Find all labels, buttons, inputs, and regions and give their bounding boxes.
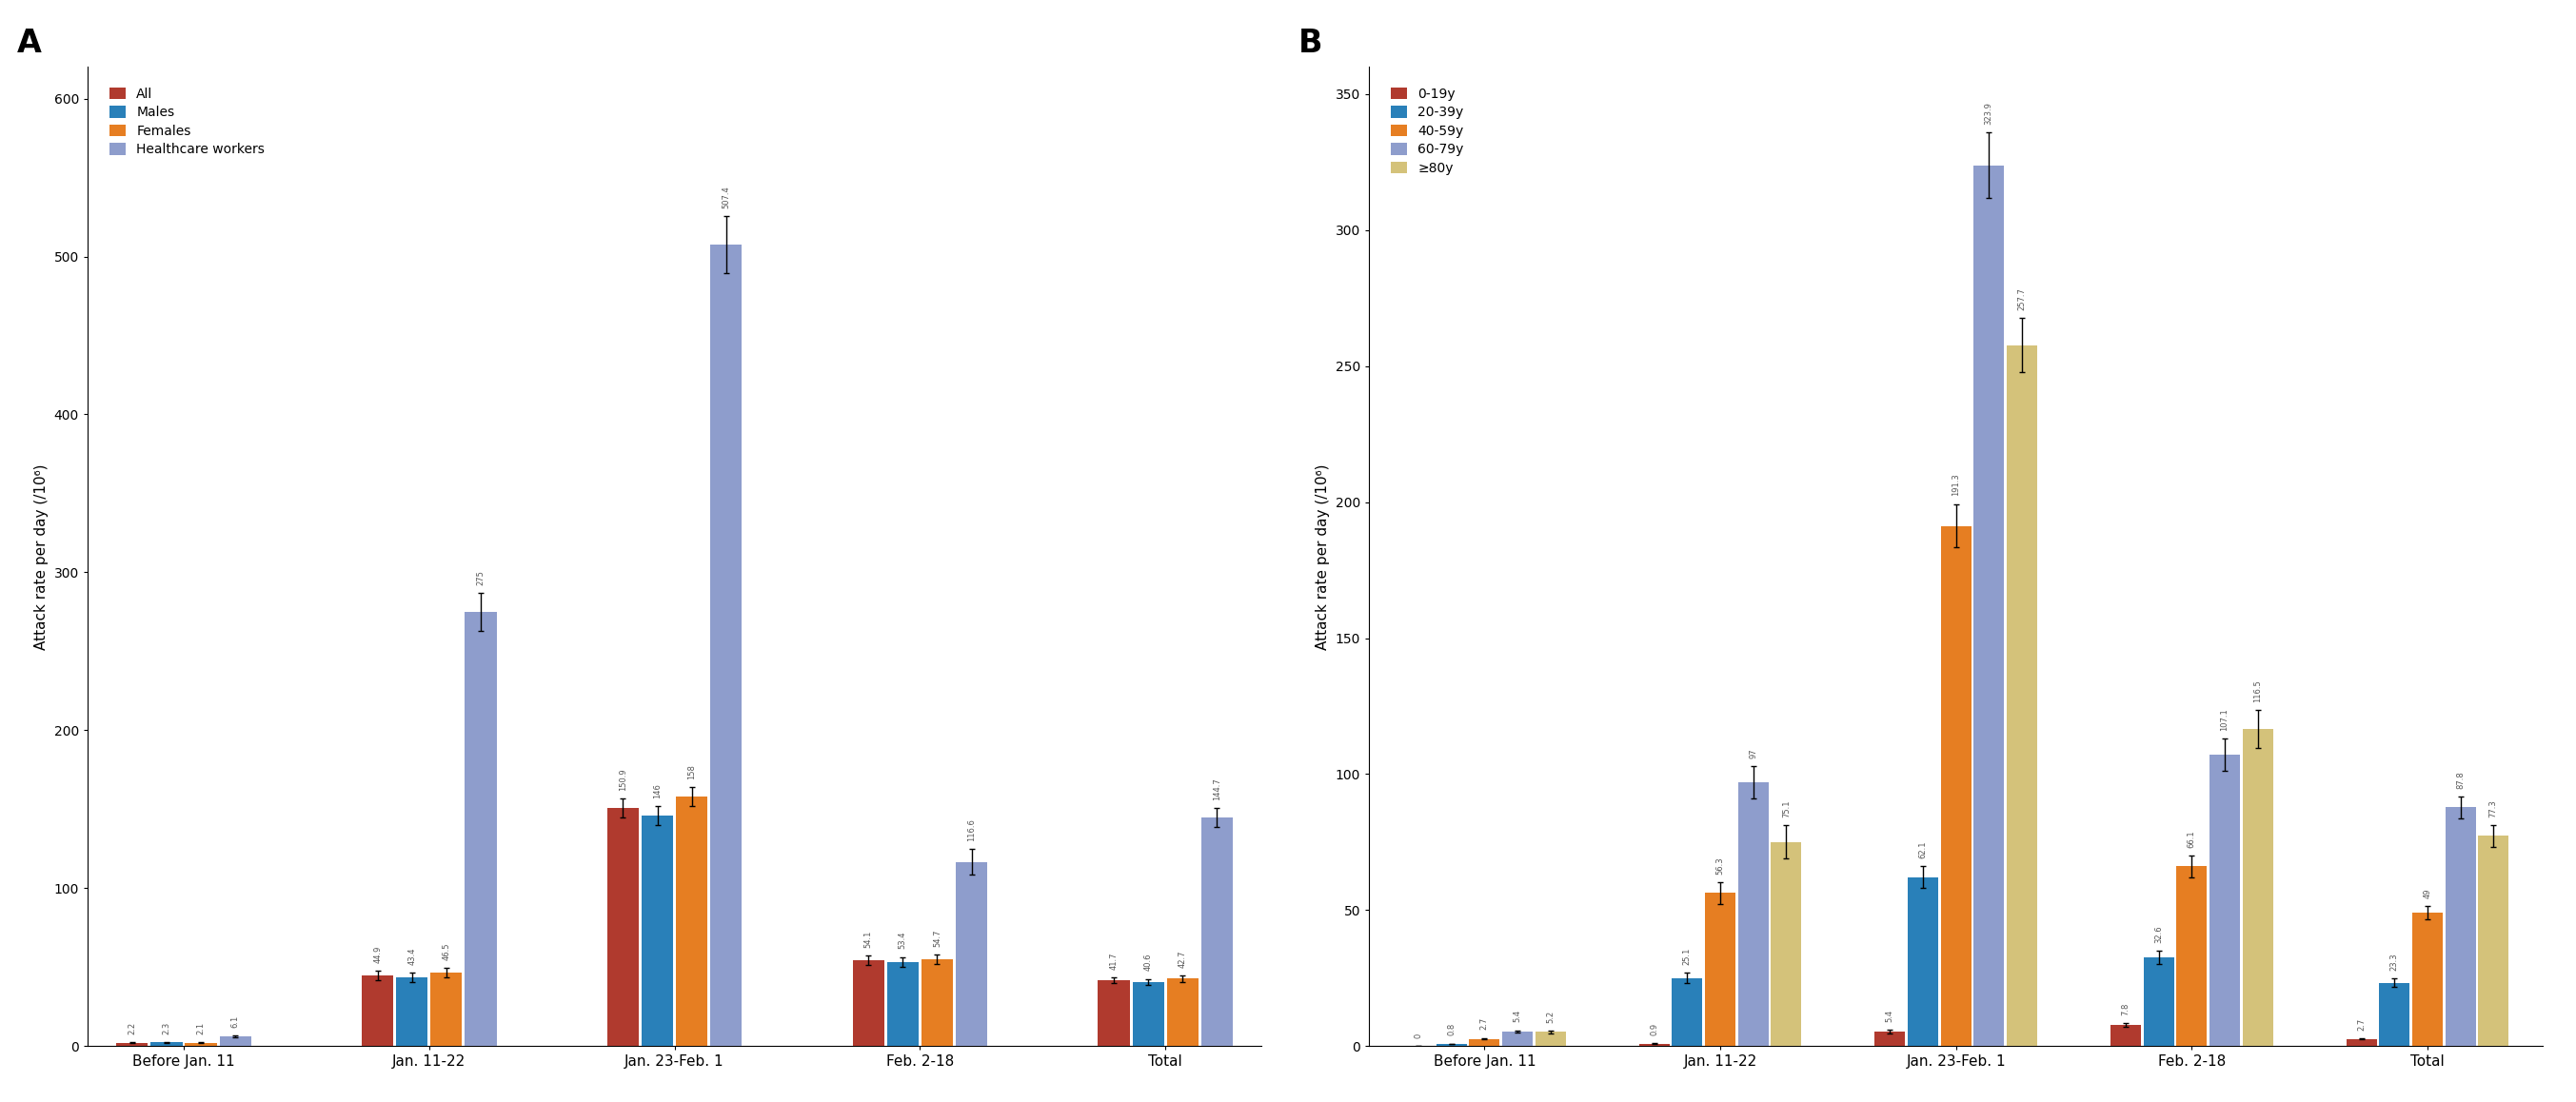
Text: 56.3: 56.3 [1716,856,1723,874]
Text: 44.9: 44.9 [374,946,381,963]
Text: 77.3: 77.3 [2488,799,2499,818]
Text: 87.8: 87.8 [2455,770,2465,789]
Text: 53.4: 53.4 [899,931,907,949]
Bar [1739,782,1767,1046]
Text: 42.7: 42.7 [1177,950,1188,968]
Text: 2.2: 2.2 [129,1022,137,1035]
Text: 116.6: 116.6 [966,819,976,842]
Text: B: B [1298,28,1321,60]
Text: 49: 49 [2424,888,2432,898]
Bar [1705,893,1736,1046]
Text: 144.7: 144.7 [1213,778,1221,800]
Bar [2143,958,2174,1046]
Bar [1133,982,1164,1046]
Text: 191.3: 191.3 [1953,474,1960,496]
Text: 0: 0 [1414,1034,1422,1038]
Bar [1940,526,1971,1046]
Text: 146: 146 [654,784,662,798]
Text: 2.7: 2.7 [1481,1017,1489,1030]
Bar [2007,345,2038,1046]
Text: 275: 275 [477,570,484,585]
Bar [1909,877,1937,1046]
Text: 32.6: 32.6 [2154,925,2164,943]
Bar [1502,1031,1533,1046]
Text: 0.8: 0.8 [1448,1023,1455,1036]
Bar [1770,842,1801,1046]
Text: 75.1: 75.1 [1783,800,1790,818]
Bar [886,962,920,1046]
Bar [2478,835,2509,1046]
Text: 25.1: 25.1 [1682,947,1692,964]
Text: 54.7: 54.7 [933,929,940,947]
Text: 62.1: 62.1 [1919,841,1927,858]
Bar [853,961,884,1046]
Bar [116,1042,147,1046]
Text: 40.6: 40.6 [1144,953,1151,971]
Bar [2445,808,2476,1046]
Bar [1875,1031,1906,1046]
Bar [711,245,742,1046]
Bar [608,808,639,1046]
Bar [1097,981,1131,1046]
Bar [2110,1025,2141,1046]
Text: 5.4: 5.4 [1512,1011,1522,1023]
Text: 2.3: 2.3 [162,1022,170,1034]
Bar [1535,1031,1566,1046]
Text: 257.7: 257.7 [2017,288,2027,310]
Text: 5.4: 5.4 [1886,1009,1893,1022]
Text: 41.7: 41.7 [1110,952,1118,970]
Text: 0.9: 0.9 [1649,1023,1659,1036]
Bar [675,797,708,1046]
Text: 323.9: 323.9 [1984,102,1994,125]
Bar [464,612,497,1046]
Text: 507.4: 507.4 [721,186,732,208]
Bar [2177,866,2208,1046]
Bar [430,973,461,1046]
Text: 5.2: 5.2 [1546,1011,1556,1023]
Text: 116.5: 116.5 [2254,680,2262,702]
Bar [1973,165,2004,1046]
Y-axis label: Attack rate per day (/10⁶): Attack rate per day (/10⁶) [33,464,49,649]
Bar [361,975,394,1046]
Y-axis label: Attack rate per day (/10⁶): Attack rate per day (/10⁶) [1316,464,1329,649]
Bar [1468,1039,1499,1046]
Bar [2244,730,2272,1046]
Text: 23.3: 23.3 [2391,953,2398,971]
Text: 158: 158 [688,764,696,779]
Bar [219,1037,250,1046]
Bar [1672,977,1703,1046]
Bar [956,862,987,1046]
Bar [1200,818,1234,1046]
Bar [2411,912,2442,1046]
Bar [185,1042,216,1046]
Bar [2380,983,2409,1046]
Text: 7.8: 7.8 [2123,1003,2130,1015]
Text: 46.5: 46.5 [443,942,451,960]
Legend: 0-19y, 20-39y, 40-59y, 60-79y, ≥80y: 0-19y, 20-39y, 40-59y, 60-79y, ≥80y [1388,84,1468,180]
Bar [1638,1044,1669,1046]
Bar [2347,1039,2378,1046]
Bar [922,960,953,1046]
Text: 97: 97 [1749,748,1757,758]
Text: 54.1: 54.1 [863,930,873,948]
Bar [1437,1044,1466,1046]
Text: 150.9: 150.9 [618,768,629,790]
Text: 2.7: 2.7 [2357,1017,2365,1030]
Text: 43.4: 43.4 [407,948,417,965]
Text: A: A [18,28,41,60]
Text: 2.1: 2.1 [196,1022,206,1035]
Bar [1167,979,1198,1046]
Bar [2210,755,2241,1046]
Text: 66.1: 66.1 [2187,830,2195,847]
Text: 6.1: 6.1 [232,1015,240,1027]
Bar [397,977,428,1046]
Text: 107.1: 107.1 [2221,709,2228,731]
Legend: All, Males, Females, Healthcare workers: All, Males, Females, Healthcare workers [106,84,268,161]
Bar [152,1042,183,1046]
Bar [641,815,672,1046]
